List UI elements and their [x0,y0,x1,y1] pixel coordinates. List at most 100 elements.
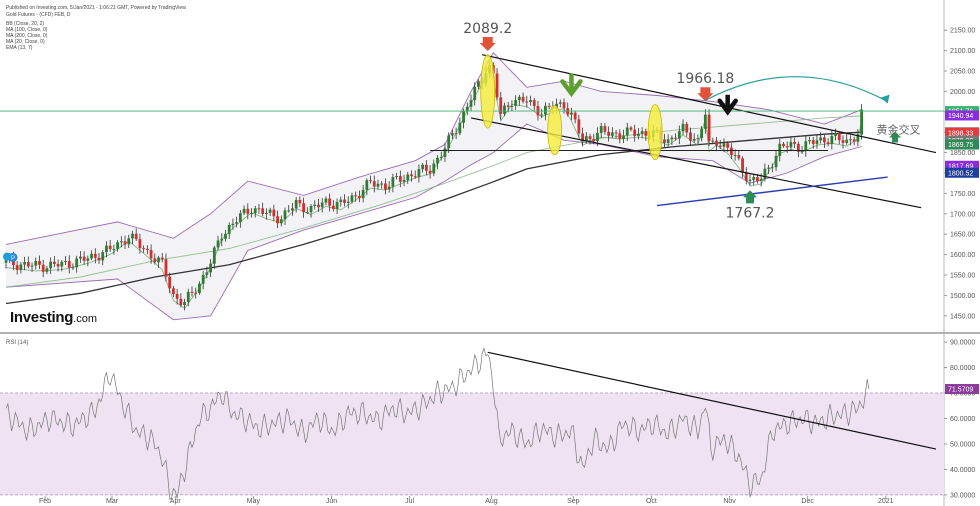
candle-body [726,143,730,148]
candle-body [670,137,674,140]
candle-body [276,216,279,224]
candle-body [71,267,75,269]
candle-body [737,155,741,159]
candle-body [287,210,291,212]
channel-upper-line [482,54,937,154]
candle-body [216,240,220,248]
golden-cross-label: 黄金交叉 [876,122,920,136]
candle-body [41,264,45,272]
rsi-tick-label: 30.0000 [950,492,975,499]
candle-body [826,142,830,145]
candle-body [138,239,142,249]
price-axis-background [944,0,980,506]
candle-body [175,294,179,299]
candle-body [666,139,670,143]
price-tick-label: 2000.00 [950,89,975,96]
candle-body [119,241,123,243]
candle-body [730,147,733,156]
candle-body [153,258,157,263]
candle-body [849,139,852,141]
candle-body [38,260,41,265]
price-badge-label: 1898.33 [948,130,973,137]
investing-logo-suffix: .com [73,313,97,325]
candle-body [60,261,64,267]
black-down-arrow [717,98,738,116]
event-marker-letter: P [11,256,15,262]
candle-body [328,198,332,206]
candle-body [584,136,588,142]
channel-lower-line [470,117,922,209]
candle-body [49,261,53,269]
event-marker-icon [8,252,18,262]
candle-body [64,260,67,262]
candle-body [391,177,395,187]
candle-body [722,143,726,147]
candle-body [469,100,473,107]
indicator-label-ma100: MA (100, Close, 0) [6,27,48,33]
candle-body [663,139,666,143]
candle-body [116,242,119,249]
candle-body [15,265,19,270]
candle-body [782,143,785,147]
candle-body [123,241,127,245]
candle-body [834,133,837,136]
candle-body [644,131,648,136]
candle-body [376,183,380,187]
candle-body [227,225,231,234]
candle-body [424,164,428,171]
candle-body [324,198,328,203]
candle-body [774,155,778,168]
price-tick-label: 1850.00 [950,150,975,157]
price-tick-label: 1500.00 [950,293,975,300]
rsi-tick-label: 50.0000 [950,441,975,448]
rsi-tick-label: 80.0000 [950,365,975,372]
candle-body [465,106,469,111]
candle-body [224,233,227,239]
candle-body [331,205,335,209]
candle-body [499,97,503,114]
annotation-arrow-down [697,87,714,102]
candle-body [257,208,261,210]
rsi-line [5,347,870,501]
candle-body [369,180,372,182]
candle-body [134,233,138,240]
candle-body [715,140,718,146]
candle-body [581,133,584,142]
candle-body [384,183,387,190]
candle-body [517,96,521,101]
candle-body [23,262,26,265]
rsi-tick-label: 40.0000 [950,467,975,474]
candle-body [387,186,391,190]
candle-body [131,233,134,239]
candle-body [298,199,302,204]
candle-body [291,208,294,211]
time-tick-label: May [247,498,261,505]
investing-logo: Investing.com [10,309,97,327]
candle-body [421,164,425,170]
annotation-label: 1966.18 [676,71,734,87]
candle-body [145,248,149,251]
candle-body [346,201,350,203]
candle-body [205,272,209,275]
candle-body [856,134,860,142]
event-marker-icon [3,252,11,261]
candle-body [406,174,410,180]
candle-body [127,238,131,245]
candle-body [432,163,436,174]
candle-body [692,138,696,141]
candle-body [796,143,800,152]
price-tick-label: 1450.00 [950,313,975,320]
candle-body [365,180,369,190]
candle-body [629,127,633,130]
price-tick-label: 1650.00 [950,232,975,239]
cross-green-arrow [889,131,902,143]
candle-body [741,158,744,173]
rsi-tick-label: 90.0000 [950,340,975,347]
candle-body [711,140,715,142]
candle-body [108,245,112,250]
candle-body [473,86,477,101]
candle-body [573,112,577,120]
candle-body [413,176,417,178]
candle-body [283,210,287,220]
candle-body [320,202,324,208]
